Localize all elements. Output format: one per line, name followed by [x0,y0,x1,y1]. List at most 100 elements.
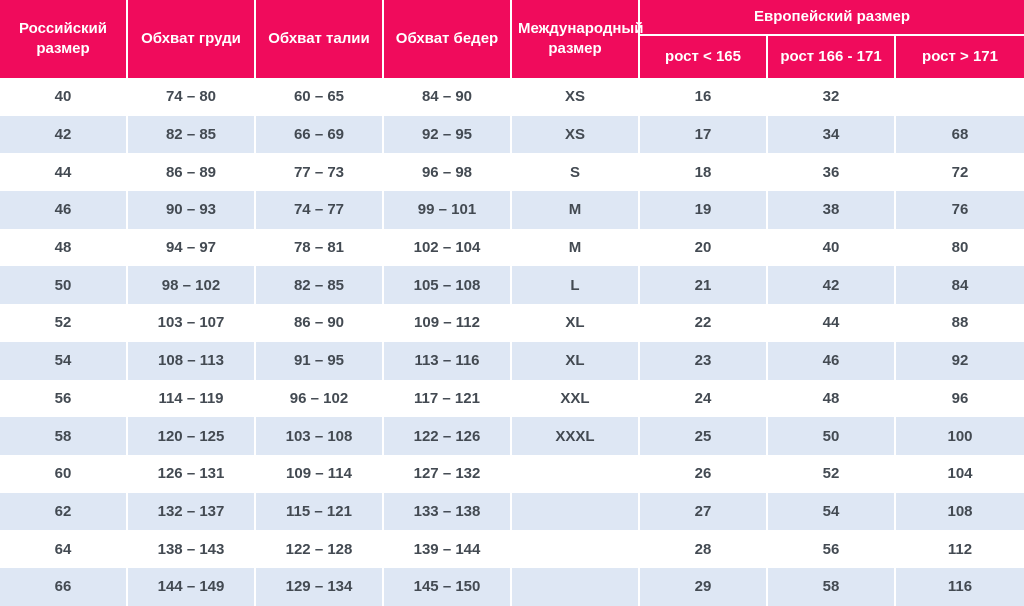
table-cell: 62 [0,492,128,531]
table-cell: 60 [0,454,128,493]
table-cell: 66 – 69 [256,115,384,154]
table-row: 52 103 – 107 86 – 90 109 – 112 XL 22 44 88 [0,304,1024,342]
table-cell: 92 [896,341,1024,380]
table-cell: 133 – 138 [384,492,512,531]
table-cell: 26 [640,454,768,493]
table-cell: 64 [0,530,128,568]
table-cell: 44 [0,153,128,192]
header-height-lt-165: рост < 165 [640,36,768,78]
header-international-size: Международный размер [512,0,643,78]
header-hips: Обхват бедер [384,0,512,78]
table-cell: 28 [640,530,768,568]
table-cell [512,567,640,606]
table-cell: 91 – 95 [256,341,384,380]
table-cell: 84 [896,266,1024,305]
header-row-main: Российский размер Обхват груди Обхват та… [0,0,1024,78]
table-cell: 21 [640,266,768,305]
table-cell: 104 [896,454,1024,493]
table-cell [512,530,640,568]
table-row: 48 94 – 97 78 – 81 102 – 104 M 20 40 80 [0,228,1024,267]
table-cell: 139 – 144 [384,530,512,568]
table-cell: 27 [640,492,768,531]
table-cell: 36 [768,153,896,192]
header-european-size: Европейский размер [640,0,1024,36]
table-cell: 23 [640,341,768,380]
table-row: 60 126 – 131 109 – 114 127 – 132 26 52 104 [0,454,1024,493]
table-cell: 34 [768,115,896,154]
table-cell: 44 [768,304,896,342]
table-cell: 84 – 90 [384,78,512,116]
table-cell: 54 [0,341,128,380]
table-cell: 32 [768,78,896,116]
table-cell: 18 [640,153,768,192]
table-cell: 102 – 104 [384,228,512,267]
table-cell: 54 [768,492,896,531]
table-cell: 22 [640,304,768,342]
table-cell: XL [512,341,640,380]
table-cell: XXL [512,379,640,418]
table-row: 44 86 – 89 77 – 73 96 – 98 S 18 36 72 [0,153,1024,192]
table-cell: 129 – 134 [256,567,384,606]
header-height-166-171: рост 166 - 171 [768,36,896,78]
table-cell: 17 [640,115,768,154]
table-cell: 24 [640,379,768,418]
header-waist: Обхват талии [256,0,384,78]
table-cell: 122 – 126 [384,417,512,455]
table-cell: 115 – 121 [256,492,384,531]
table-cell: 86 – 89 [128,153,256,192]
table-cell: 105 – 108 [384,266,512,305]
table-row: 54 108 – 113 91 – 95 113 – 116 XL 23 46 92 [0,341,1024,380]
table-cell: M [512,191,640,229]
table-cell: 42 [768,266,896,305]
table-header: Российский размер Обхват груди Обхват та… [0,0,1024,78]
table-cell: 138 – 143 [128,530,256,568]
table-cell: 40 [768,228,896,267]
table-cell: 50 [0,266,128,305]
table-cell: 20 [640,228,768,267]
table-cell: XS [512,78,640,116]
table-cell: 56 [768,530,896,568]
table-cell: 76 [896,191,1024,229]
table-cell: 58 [768,567,896,606]
table-cell: 99 – 101 [384,191,512,229]
table-cell [512,454,640,493]
table-cell: 127 – 132 [384,454,512,493]
table-body: 40 74 – 80 60 – 65 84 – 90 XS 16 32 42 82 – 85 66… [0,78,1024,606]
table-cell: 94 – 97 [128,228,256,267]
table-cell: 78 – 81 [256,228,384,267]
table-cell: 96 – 98 [384,153,512,192]
table-cell: XL [512,304,640,342]
table-cell: 108 – 113 [128,341,256,380]
table-row: 62 132 – 137 115 – 121 133 – 138 27 54 108 [0,492,1024,531]
table-cell: 113 – 116 [384,341,512,380]
table-cell: 96 [896,379,1024,418]
table-cell: 46 [0,191,128,229]
table-cell: XS [512,115,640,154]
table-cell: 126 – 131 [128,454,256,493]
table-cell: 120 – 125 [128,417,256,455]
table-cell: XXXL [512,417,640,455]
table-cell: 74 – 80 [128,78,256,116]
table-row: 58 120 – 125 103 – 108 122 – 126 XXXL 25 50 100 [0,417,1024,455]
table-cell: 90 – 93 [128,191,256,229]
header-row-sub: рост < 165 рост 166 - 171 рост > 171 [0,36,1024,78]
header-chest: Обхват груди [128,0,256,78]
table-cell: 86 – 90 [256,304,384,342]
table-cell: 50 [768,417,896,455]
table-cell: 108 [896,492,1024,531]
table-cell: 82 – 85 [128,115,256,154]
table-cell: 109 – 114 [256,454,384,493]
table-cell: 112 [896,530,1024,568]
table-cell: 145 – 150 [384,567,512,606]
table-row: 64 138 – 143 122 – 128 139 – 144 28 56 112 [0,530,1024,568]
table-cell: 74 – 77 [256,191,384,229]
table-cell: 100 [896,417,1024,455]
table-cell: 29 [640,567,768,606]
table-cell: 52 [768,454,896,493]
table-cell: 103 – 108 [256,417,384,455]
table-cell: 116 [896,567,1024,606]
table-cell: 117 – 121 [384,379,512,418]
table-cell: 19 [640,191,768,229]
